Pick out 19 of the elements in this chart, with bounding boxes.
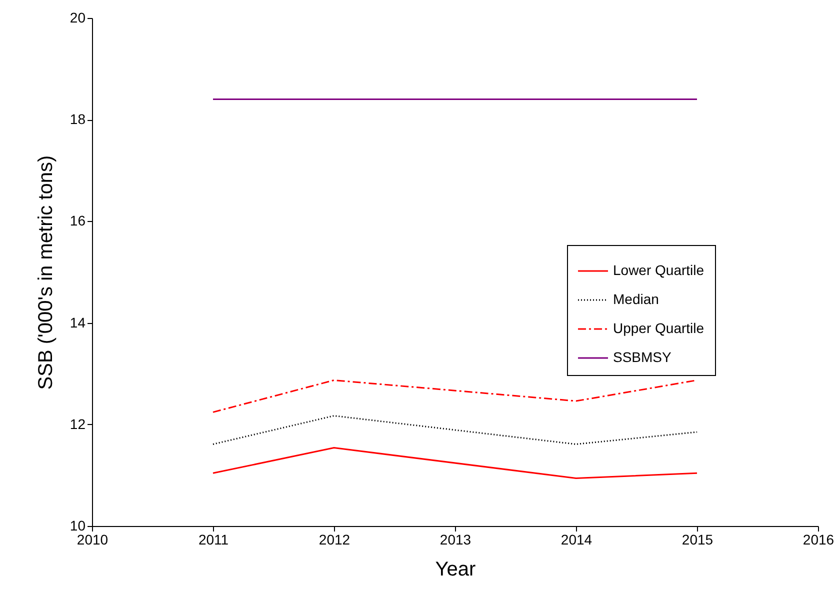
legend-label: Lower Quartile [613, 262, 704, 278]
x-axis-title: Year [435, 558, 476, 580]
y-tick-label: 16 [70, 212, 86, 229]
x-tick-label: 2011 [198, 532, 229, 548]
legend-label: Upper Quartile [613, 320, 704, 336]
x-tick-label: 2013 [440, 532, 472, 548]
y-tick-label: 14 [70, 314, 86, 330]
legend-label: Median [613, 291, 659, 307]
y-axis-title: SSB ('000's in metric tons) [34, 155, 57, 390]
x-tick-label: 2015 [682, 532, 714, 548]
x-tick-label: 2010 [76, 532, 108, 548]
y-tick-label: 18 [70, 111, 86, 128]
x-tick-label: 2014 [560, 532, 592, 548]
y-tick-label: 10 [70, 518, 86, 534]
x-tick-label: 2012 [318, 532, 350, 548]
y-tick-label: 20 [70, 10, 86, 26]
x-tick-label: 2016 [802, 532, 834, 548]
legend-label: SSBMSY [613, 349, 672, 365]
y-tick-label: 12 [70, 416, 86, 432]
